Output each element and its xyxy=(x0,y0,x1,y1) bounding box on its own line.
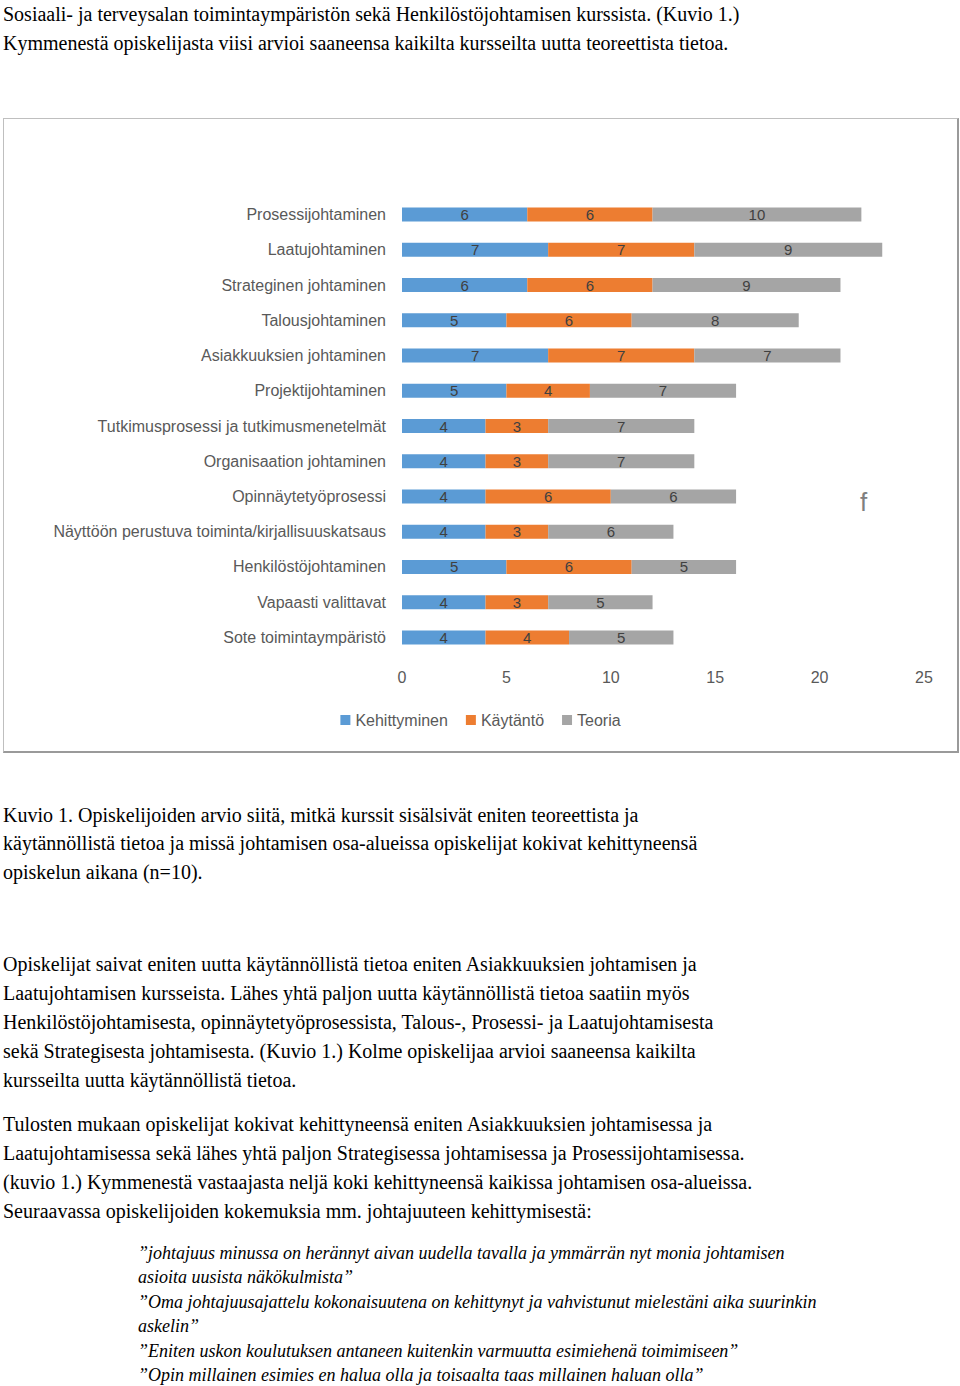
svg-text:3: 3 xyxy=(513,453,521,470)
svg-text:4: 4 xyxy=(440,629,448,646)
svg-text:Sote toimintaympäristö: Sote toimintaympäristö xyxy=(223,629,386,646)
html-text:Opiskelijat saivat eniten uutt: Opiskelijat saivat eniten uutta käytännö… xyxy=(3,953,697,975)
svg-text:Tutkimusprosessi ja tutkimusme: Tutkimusprosessi ja tutkimusmenetelmät xyxy=(98,418,387,435)
svg-text:5: 5 xyxy=(450,312,458,329)
svg-text:5: 5 xyxy=(680,558,688,575)
html-text:Henkilöstöjohtamisesta, opinnä: Henkilöstöjohtamisesta, opinnäytetyöpros… xyxy=(3,1010,714,1033)
html-text:Laatujohtamisen kursseista. Lä: Laatujohtamisen kursseista. Lähes yhtä p… xyxy=(3,981,690,1004)
html-text:”johtajuus minussa on herännyt: ”johtajuus minussa on herännyt aivan uud… xyxy=(138,1243,785,1263)
svg-text:6: 6 xyxy=(460,277,468,294)
svg-text:5: 5 xyxy=(596,594,604,611)
svg-text:4: 4 xyxy=(440,523,448,540)
svg-text:Prosessijohtaminen: Prosessijohtaminen xyxy=(246,206,386,223)
svg-text:Opinnäytetyöprosessi: Opinnäytetyöprosessi xyxy=(232,488,386,505)
svg-text:6: 6 xyxy=(544,488,552,505)
svg-text:Asiakkuuksien johtaminen: Asiakkuuksien johtaminen xyxy=(201,347,386,364)
svg-text:4: 4 xyxy=(544,382,552,399)
svg-text:6: 6 xyxy=(586,277,594,294)
svg-text:4: 4 xyxy=(440,418,448,435)
svg-text:Laatujohtaminen: Laatujohtaminen xyxy=(268,241,386,258)
svg-text:3: 3 xyxy=(513,418,521,435)
svg-text:7: 7 xyxy=(617,241,625,258)
html-text:Kymmenestä opiskelijasta viisi: Kymmenestä opiskelijasta viisi arvioi sa… xyxy=(3,32,729,54)
svg-text:Teoria: Teoria xyxy=(577,712,621,729)
svg-text:3: 3 xyxy=(513,594,521,611)
svg-text:f: f xyxy=(860,487,868,517)
svg-text:6: 6 xyxy=(565,312,573,329)
svg-text:7: 7 xyxy=(617,347,625,364)
svg-text:5: 5 xyxy=(450,382,458,399)
svg-text:3: 3 xyxy=(513,523,521,540)
svg-text:Strateginen johtaminen: Strateginen johtaminen xyxy=(221,277,386,294)
svg-text:7: 7 xyxy=(617,418,625,435)
svg-text:10: 10 xyxy=(602,669,620,686)
html-text:Sosiaali- ja terveysalan toimi: Sosiaali- ja terveysalan toimintaympäris… xyxy=(3,3,740,25)
svg-text:7: 7 xyxy=(659,382,667,399)
svg-text:Talousjohtaminen: Talousjohtaminen xyxy=(261,312,386,329)
svg-text:Henkilöstöjohtaminen: Henkilöstöjohtaminen xyxy=(233,558,386,575)
svg-text:0: 0 xyxy=(398,669,407,686)
svg-text:6: 6 xyxy=(607,523,615,540)
html-text:asioita uusista näkökulmista”: asioita uusista näkökulmista” xyxy=(138,1267,353,1288)
svg-text:10: 10 xyxy=(749,206,766,223)
svg-text:Kehittyminen: Kehittyminen xyxy=(355,712,448,729)
html-text:(kuvio 1.) Kymmenestä vastaaja: (kuvio 1.) Kymmenestä vastaajasta neljä … xyxy=(3,1170,753,1193)
svg-text:7: 7 xyxy=(471,241,479,258)
svg-text:6: 6 xyxy=(565,558,573,575)
html-text:kursseilta uutta käytännöllist: kursseilta uutta käytännöllistä tietoa. xyxy=(3,1068,297,1091)
svg-text:Projektijohtaminen: Projektijohtaminen xyxy=(254,382,386,399)
svg-text:6: 6 xyxy=(586,206,594,223)
html-text:Seuraavassa opiskelijoiden kok: Seuraavassa opiskelijoiden kokemuksia mm… xyxy=(3,1199,592,1222)
html-text:sekä Strategisesta johtamisest: sekä Strategisesta johtamisesta. (Kuvio … xyxy=(3,1039,696,1062)
html-text:”Oma johtajuusajattelu kokonai: ”Oma johtajuusajattelu kokonaisuutena on… xyxy=(138,1291,817,1312)
svg-text:7: 7 xyxy=(617,453,625,470)
svg-text:6: 6 xyxy=(669,488,677,505)
svg-text:Näyttöön perustuva toiminta/ki: Näyttöön perustuva toiminta/kirjallisuus… xyxy=(53,523,386,540)
svg-text:Käytäntö: Käytäntö xyxy=(481,712,544,729)
svg-text:4: 4 xyxy=(440,488,448,505)
html-text:Tulosten mukaan opiskelijat ko: Tulosten mukaan opiskelijat kokivat kehi… xyxy=(3,1113,713,1135)
html-text:Laatujohtamisessa sekä lähes y: Laatujohtamisessa sekä lähes yhtä paljon… xyxy=(3,1141,745,1164)
svg-text:Organisaation johtaminen: Organisaation johtaminen xyxy=(204,453,386,470)
svg-text:5: 5 xyxy=(617,629,625,646)
svg-text:7: 7 xyxy=(471,347,479,364)
html-text:askelin”: askelin” xyxy=(138,1316,199,1337)
html-text:”Eniten uskon koulutuksen anta: ”Eniten uskon koulutuksen antaneen kuite… xyxy=(138,1340,739,1361)
html-text:Kuvio 1. Opiskelijoiden arvio: Kuvio 1. Opiskelijoiden arvio siitä, mit… xyxy=(3,804,639,826)
svg-text:15: 15 xyxy=(706,669,724,686)
svg-text:Vapaasti valittavat: Vapaasti valittavat xyxy=(257,594,386,611)
html-text:käytännöllistä tietoa ja missä: käytännöllistä tietoa ja missä johtamise… xyxy=(3,832,698,854)
svg-text:25: 25 xyxy=(915,669,933,686)
svg-text:4: 4 xyxy=(440,453,448,470)
svg-text:6: 6 xyxy=(460,206,468,223)
html-text:opiskelun aikana (n=10).: opiskelun aikana (n=10). xyxy=(3,861,203,883)
svg-text:9: 9 xyxy=(742,277,750,294)
svg-text:9: 9 xyxy=(784,241,792,258)
svg-text:4: 4 xyxy=(440,594,448,611)
svg-text:7: 7 xyxy=(763,347,771,364)
svg-text:20: 20 xyxy=(811,669,829,686)
svg-text:4: 4 xyxy=(523,629,531,646)
svg-text:5: 5 xyxy=(502,669,511,686)
svg-text:8: 8 xyxy=(711,312,719,329)
svg-text:5: 5 xyxy=(450,558,458,575)
html-text:”Opin millainen esimies en hal: ”Opin millainen esimies en halua olla ja… xyxy=(138,1365,704,1385)
